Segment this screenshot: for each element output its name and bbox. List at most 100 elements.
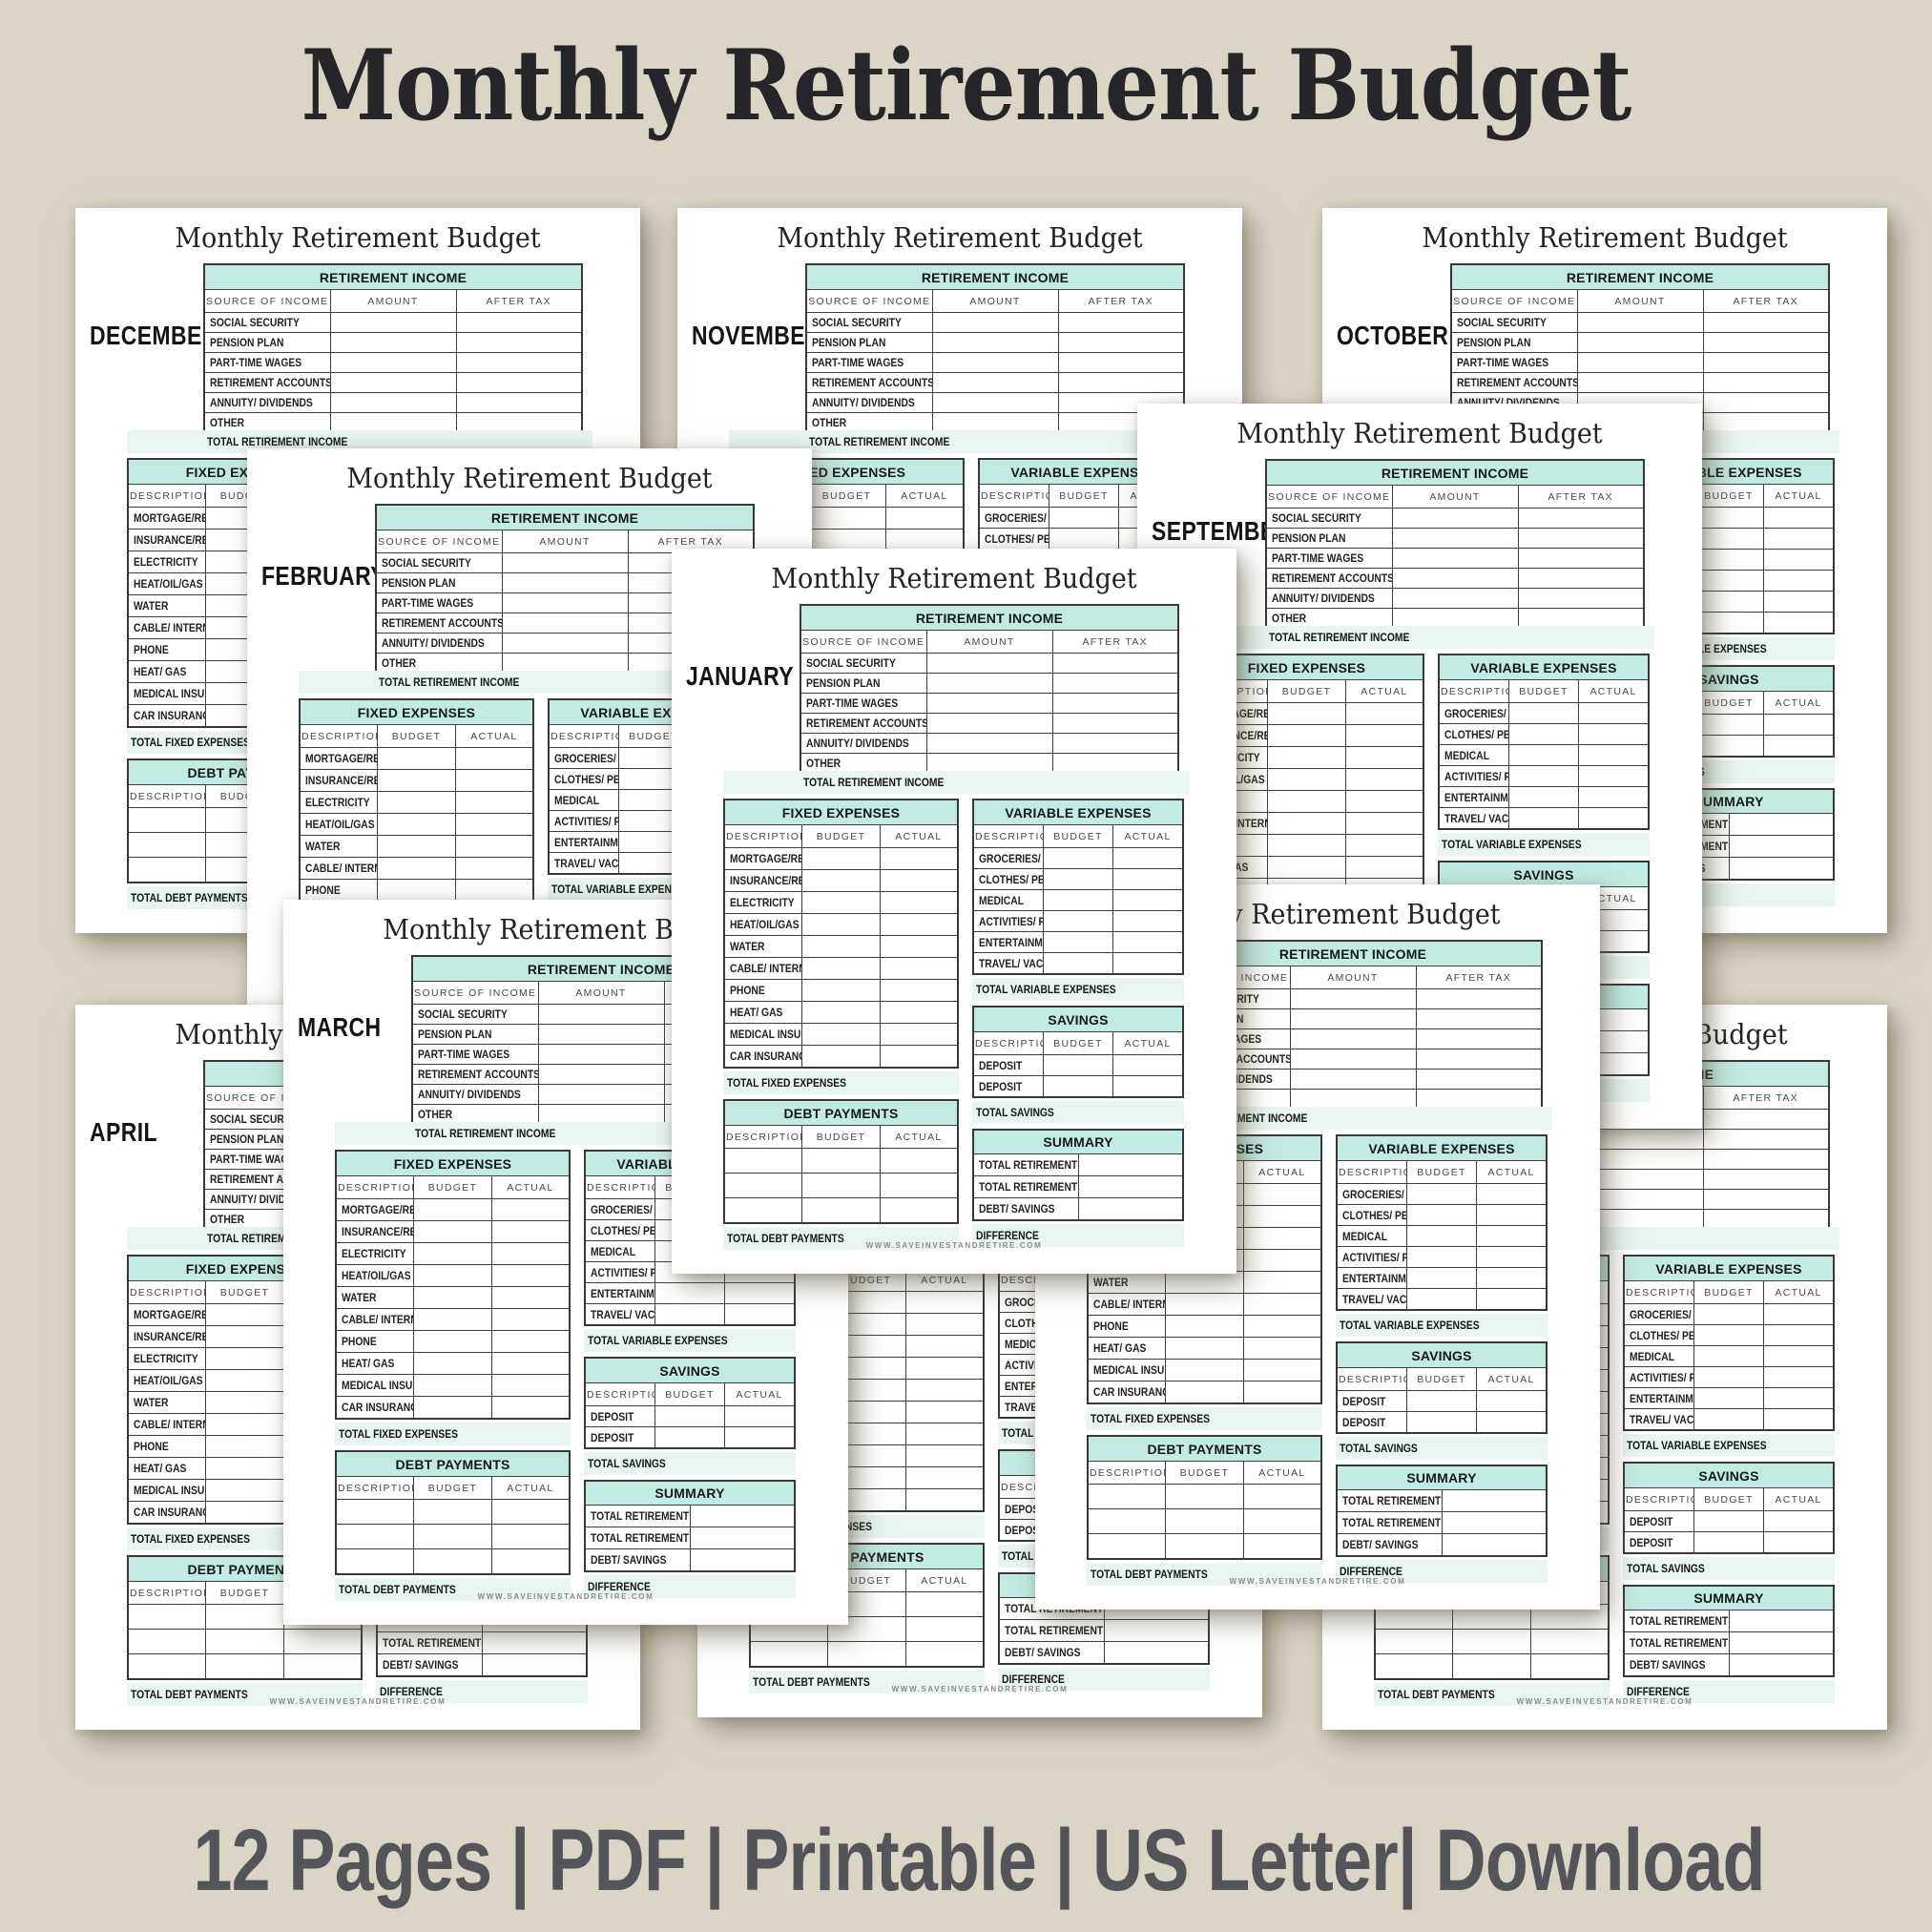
product-caption: 12 Pages | PDF | Printable | US Letter| … [193,1812,1766,1909]
table-row: WATER [299,835,534,858]
empty-cell [205,1391,284,1414]
table-row: CAR INSURANCE [723,1045,959,1069]
empty-cell [1578,765,1650,787]
savings-table: SAVINGS DESCRIPTION BUDGET ACTUAL DEPOSI… [1623,1462,1835,1554]
empty-cell [1242,1337,1322,1360]
table-row: MEDICAL [1336,1225,1548,1247]
empty-cell [879,935,959,958]
table-row: SOCIAL SECURITY [800,653,1179,674]
month-label: APRIL [90,1117,157,1147]
empty-cell [1476,1204,1548,1226]
empty-cell [904,1423,985,1445]
table-header: FIXED EXPENSES [335,1150,571,1176]
row-label-cell: PART-TIME WAGES [411,1044,539,1065]
empty-cell [490,1330,571,1353]
table-row: HEAT/ GAS [335,1352,571,1375]
empty-cell [879,913,959,936]
table-header: SUMMARY [584,1480,796,1506]
row-label-cell: GROCERIES/ FOOD [584,1198,655,1220]
table-row: MEDICAL [1623,1345,1835,1367]
empty-cell [205,1435,284,1458]
row-label-cell: ELECTRICITY [335,1242,415,1265]
row-label-cell: PART-TIME WAGES [800,693,927,714]
empty-cell [1242,1227,1322,1250]
empty-cell [1507,807,1580,830]
row-label-cell: PART-TIME WAGES [1265,548,1393,569]
row-label-cell: WATER [723,935,803,958]
table-row: INSURANCE/RE TAXES [335,1220,571,1243]
table-header: SAVINGS [584,1357,796,1383]
fixed-expenses-table: FIXED EXPENSES DESCRIPTION BUDGET ACTUAL… [723,799,959,1069]
empty-cell [454,879,534,902]
row-label-cell: CABLE/ INTERNET [1087,1293,1167,1316]
table-row: RETIREMENT ACCOUNTS WITHDRAWALS [203,372,583,393]
row-label-cell: CLOTHES/ PERSONAL [1623,1324,1694,1346]
total-retirement-income-row: TOTAL RETIREMENT INCOME [729,430,1195,453]
empty-cell [724,1426,796,1449]
empty-cell [1112,910,1184,932]
row-label-cell: ACTIVITIES/ FITNESS [548,810,619,832]
row-label-cell: HEAT/ GAS [127,1457,207,1480]
table-row: PART-TIME WAGES [203,352,583,373]
empty-cell [205,1413,284,1436]
table-row: ENTERTAINMENT [972,931,1184,953]
table-row: DEBT/ SAVINGS [376,1653,588,1677]
table-row: OTHER [800,753,1179,775]
table-column-headers: DESCRIPTION BUDGET ACTUAL [335,1175,571,1199]
empty-cell [1763,1510,1835,1532]
table-row: RETIREMENT ACCOUNTS WITHDRAWALS [1450,372,1830,393]
table-column-headers: SOURCE OF INCOME AMOUNT AFTER TAX [800,630,1179,654]
table-row: PHONE [299,879,534,902]
total-debt-payments-row: TOTAL DEBT PAYMENTS [1374,1683,1610,1706]
table-row: DEPOSIT [1336,1411,1548,1434]
empty-cell [1112,1054,1184,1076]
empty-cell [455,392,583,413]
difference-row: DIFFERENCE [998,1668,1210,1691]
empty-cell [801,1045,881,1069]
row-label-cell: PHONE [723,979,803,1002]
row-label-cell: DEPOSIT [1336,1411,1407,1434]
retirement-income-table: RETIREMENT INCOME SOURCE OF INCOME AMOUN… [805,263,1185,434]
row-label-cell: ACTIVITIES/ FITNESS [1438,765,1509,787]
empty-cell [329,392,457,413]
total-savings-row: TOTAL SAVINGS [972,1101,1184,1124]
empty-cell [205,1325,284,1348]
empty-cell [654,1303,726,1326]
month-label: FEBRUARY [261,561,385,591]
empty-cell [413,1198,492,1221]
empty-cell [413,1524,492,1549]
table-row: CABLE/ INTERNET [723,957,959,980]
difference-row: DIFFERENCE [1623,1680,1835,1703]
empty-cell [490,1499,571,1525]
page-title: Monthly Retirement Budget [777,221,1143,254]
empty-cell [1242,1293,1322,1316]
empty-cell [1042,910,1114,932]
empty-cell [454,791,534,814]
summary-table: SUMMARY TOTAL RETIREMENT INCOMETOTAL RET… [972,1129,1184,1221]
savings-table: SAVINGS DESCRIPTION BUDGET ACTUAL DEPOSI… [584,1357,796,1449]
empty-cell [1242,1533,1322,1560]
row-label-cell: PENSION PLAN [1265,528,1393,549]
empty-cell [1391,528,1519,549]
row-label-cell: ACTIVITIES/ FITNESS [1623,1366,1694,1388]
table-row [723,1197,959,1224]
row-label-cell: HEAT/ GAS [127,660,207,683]
row-label-cell: PART-TIME WAGES [203,352,331,373]
empty-cell [377,879,456,902]
row-label-cell: TOTAL RETIREMENT EXPENSES [584,1527,691,1549]
empty-cell [1165,1484,1244,1509]
row-label-cell: CAR INSURANCE [723,1045,803,1069]
table-header: FIXED EXPENSES [299,698,534,725]
row-label-cell: PENSION PLAN [1450,332,1578,353]
table-row: ELECTRICITY [299,791,534,814]
table-row [1087,1508,1322,1534]
row-label-cell: ANNUITY/ DIVIDENDS [1265,588,1393,609]
row-label-cell: ANNUITY/ DIVIDENDS [411,1084,539,1105]
empty-cell [1112,847,1184,869]
empty-cell [1693,1531,1765,1554]
table-row: PENSION PLAN [203,332,583,353]
empty-cell [879,1173,959,1198]
row-label-cell [127,857,207,883]
table-row: MORTGAGE/RENT/CONDO [723,847,959,870]
empty-cell [1693,1387,1765,1409]
